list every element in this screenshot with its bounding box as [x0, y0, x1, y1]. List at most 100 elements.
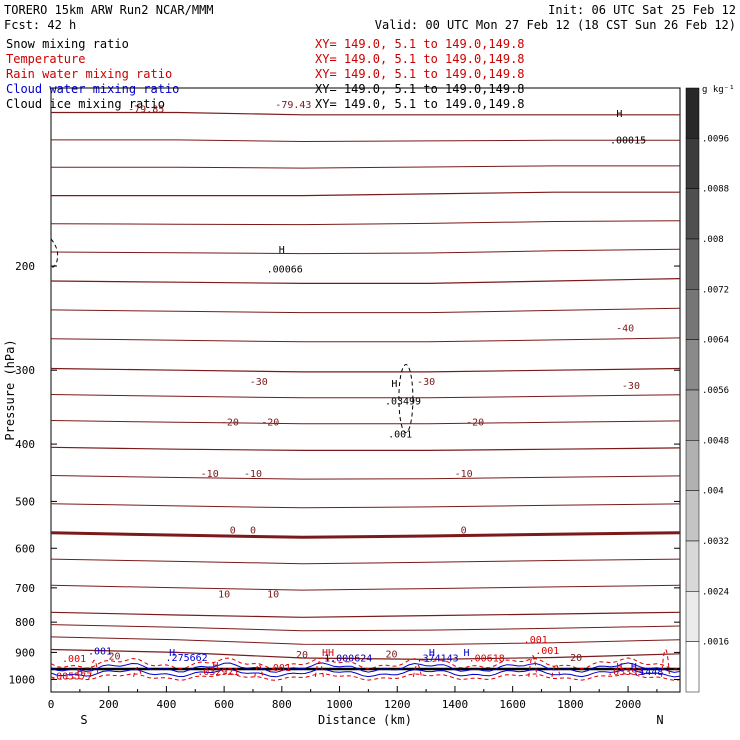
colorbar-swatch — [685, 540, 700, 592]
temperature-contour-minor — [50, 248, 681, 255]
temperature-contour — [50, 648, 681, 661]
colorbar-swatch — [685, 138, 700, 189]
colorbar-swatch — [685, 591, 700, 642]
contour-label: 0 — [250, 526, 256, 537]
header-title: TORERO 15km ARW Run2 NCAR/MMM — [4, 3, 214, 17]
contour-label: -40 — [616, 323, 634, 334]
temperature-contour-minor — [50, 636, 681, 646]
header: TORERO 15km ARW Run2 NCAR/MMM Fcst: 42 h… — [4, 3, 736, 32]
x-axis-label: Distance (km) — [318, 713, 412, 727]
rain-contour — [551, 664, 561, 677]
contour-label: 10 — [218, 590, 230, 601]
x-tick-label: 400 — [156, 698, 176, 711]
field-name: Temperature — [6, 52, 85, 66]
y-tick-label: 900 — [15, 646, 35, 659]
contour-label: 20 — [385, 649, 397, 660]
colorbar-label: .004 — [702, 487, 724, 497]
contour-label: .00618 — [469, 653, 505, 664]
x-tick-label: 1200 — [384, 698, 411, 711]
contour-label: -79.43 — [275, 100, 311, 111]
colorbar-swatch — [685, 238, 700, 290]
temperature-contour — [50, 446, 681, 451]
x-tick-label: 0 — [48, 698, 55, 711]
x-tick-label: 600 — [214, 698, 234, 711]
field-xy: XY= 149.0, 5.1 to 149.0,149.8 — [315, 97, 525, 111]
temperature-contour-minor — [50, 624, 681, 632]
contour-label: 20 — [296, 650, 308, 661]
colorbar-label: .0072 — [702, 285, 729, 295]
contour-label: H — [463, 648, 469, 659]
contour-label: .03499 — [385, 397, 421, 408]
rain-contour — [661, 649, 671, 677]
contour-label: 20 — [570, 653, 582, 664]
contour-labels: -79.85 -79.43 H .00066 H .03499 .001 H .00015 -40… — [50, 100, 663, 683]
rain-contour — [133, 666, 143, 677]
contour-label: .001 — [524, 635, 548, 646]
rain-contour — [314, 661, 324, 677]
temperature-contour — [50, 611, 681, 618]
rain-contour — [89, 659, 99, 677]
temperature-contour-minor — [50, 220, 681, 226]
x-tick-label: 800 — [272, 698, 292, 711]
contour-label: .001 — [388, 430, 412, 441]
y-axis-label: Pressure (hPa) — [3, 339, 17, 440]
temperature-contour-minor — [50, 503, 681, 509]
header-forecast: Fcst: 42 h — [4, 18, 76, 32]
colorbar-swatch — [685, 87, 700, 139]
colorbar-swatch — [685, 641, 700, 693]
contour-label: -20 — [221, 417, 239, 428]
field-xy: XY= 149.0, 5.1 to 149.0,149.8 — [315, 37, 525, 51]
colorbar-label: .0024 — [702, 587, 729, 597]
y-tick-label: 500 — [15, 495, 35, 508]
contour-label: .374143 — [417, 653, 459, 664]
plot-frame — [50, 87, 681, 693]
y-tick-label: 300 — [15, 364, 35, 377]
y-tick-label: 800 — [15, 616, 35, 629]
temperature-contour — [50, 278, 681, 284]
temperature-contour-minor — [51, 139, 680, 143]
field-name: Cloud ice mixing ratio — [6, 97, 165, 111]
colorbar: .0096 .0088 .008 .0072 .0064 .0056 .0048 .004 .0… — [685, 85, 735, 693]
contour-label: -30 — [622, 381, 640, 392]
temperature-contour-minor — [50, 558, 681, 565]
rain-contour — [50, 672, 681, 681]
x-tick-label: 1800 — [557, 698, 584, 711]
cloud-ice-contour — [398, 364, 414, 434]
y-tick-label: 1000 — [9, 673, 36, 686]
field-name: Snow mixing ratio — [6, 37, 129, 51]
contour-label: 10 — [267, 590, 279, 601]
contour-label: H — [279, 245, 285, 256]
contours-layer — [50, 111, 681, 661]
contour-label: .005577 — [50, 671, 92, 682]
temperature-contour-minor — [51, 165, 680, 169]
contour-label: HH — [322, 648, 334, 659]
contour-label: .275662 — [166, 653, 208, 664]
contour-label: -10 — [244, 469, 262, 480]
y-tick-label: 600 — [15, 542, 35, 555]
contour-label: .032921 — [197, 667, 239, 678]
temperature-contour-minor — [50, 337, 681, 343]
temperature-contour — [50, 367, 681, 373]
colorbar-label: .0032 — [702, 537, 729, 547]
contour-label: 0 — [461, 526, 467, 537]
contour-label: .1448 — [633, 667, 663, 678]
colorbar-label: .0064 — [702, 336, 729, 346]
contour-label: H — [616, 662, 622, 673]
x-tick-label: 200 — [99, 698, 119, 711]
contour-label: .00015 — [610, 135, 646, 146]
end-label-right: N — [656, 713, 663, 727]
y-tick-label: 700 — [15, 582, 35, 595]
x-tick-label: 1600 — [499, 698, 526, 711]
field-xy: XY= 149.0, 5.1 to 149.0,149.8 — [315, 82, 525, 96]
colorbar-swatch — [685, 440, 700, 491]
field-xy: XY= 149.0, 5.1 to 149.0,149.8 — [315, 67, 525, 81]
field-name: Cloud water mixing ratio — [6, 82, 179, 96]
contour-label: .001 — [62, 654, 86, 665]
x-tick-label: 2000 — [615, 698, 642, 711]
field-name: Rain water mixing ratio — [6, 67, 172, 81]
rain-contour — [50, 657, 681, 670]
rain-contour — [528, 655, 538, 677]
temperature-contour — [50, 531, 681, 539]
contour-label: -10 — [455, 469, 473, 480]
